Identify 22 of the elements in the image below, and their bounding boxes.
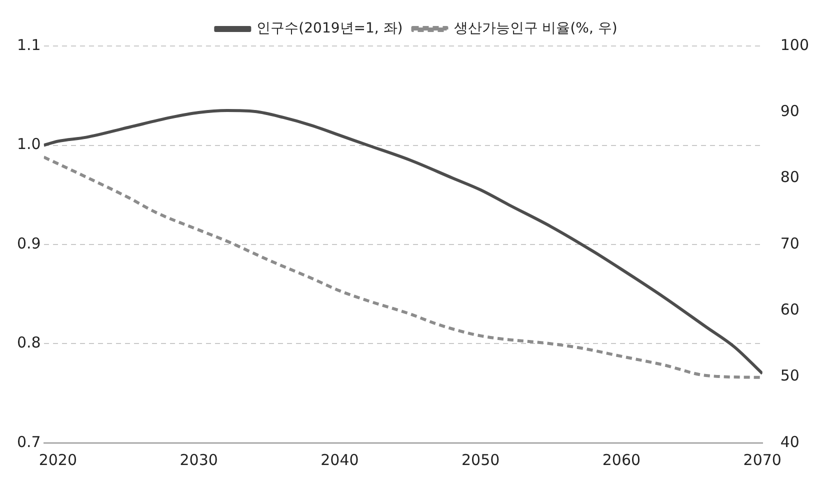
y-tick-label: 0.7	[16, 432, 41, 451]
y2-tick-label: 60	[780, 300, 800, 319]
x-tick-label: 2060	[602, 450, 641, 469]
y2-tick-label: 40	[780, 432, 800, 451]
x-tick-label: 2040	[320, 450, 359, 469]
legend-label: 생산가능인구 비율(%, 우)	[454, 20, 618, 37]
x-tick-label: 2070	[743, 450, 782, 469]
line-series	[44, 156, 762, 379]
y2-tick-label: 70	[780, 234, 800, 252]
y-tick-label: 1.1	[16, 36, 41, 54]
y-tick-label: 1.0	[16, 135, 41, 154]
y2-tick-label: 50	[780, 366, 800, 385]
y-tick-label: 0.8	[16, 334, 41, 352]
line-series	[44, 109, 762, 376]
y2-tick-label: 90	[780, 102, 800, 120]
x-tick-label: 2050	[462, 450, 500, 469]
y2-tick-label: 100	[780, 36, 810, 54]
legend-label: 인구수(2019년=1, 좌)	[256, 20, 403, 37]
y-tick-label: 0.9	[16, 234, 41, 252]
x-tick-label: 2020	[38, 450, 78, 469]
x-tick-label: 2030	[180, 450, 218, 469]
y2-tick-label: 80	[780, 168, 800, 186]
